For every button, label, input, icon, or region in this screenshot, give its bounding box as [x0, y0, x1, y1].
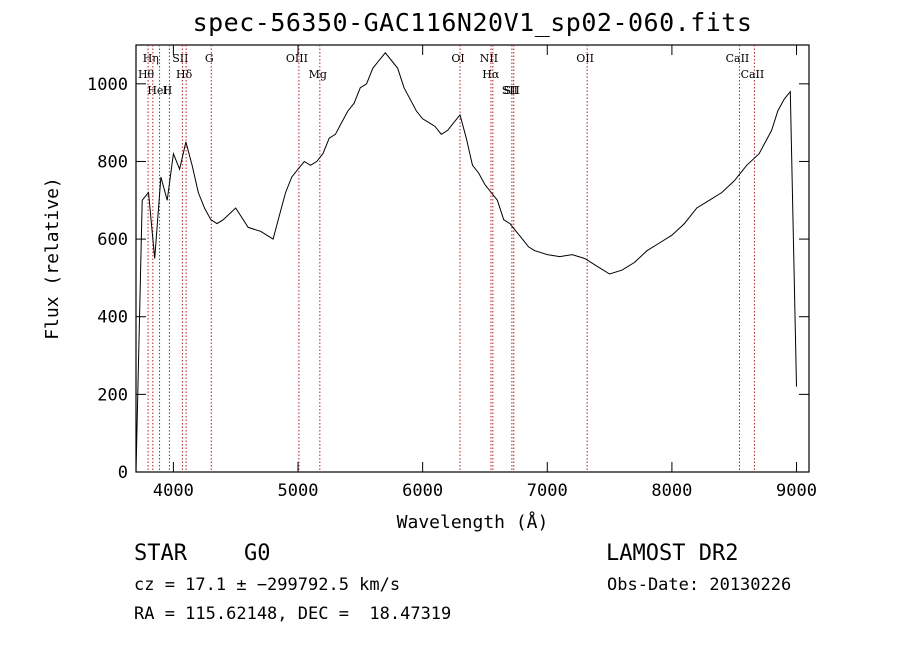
- line-label-6: G: [205, 52, 214, 65]
- line-label-13: SII: [504, 84, 520, 97]
- x-tick-label-3: 7000: [527, 481, 568, 501]
- obs-date-label: Obs-Date: 20130226: [607, 575, 792, 595]
- line-label-4: SII: [172, 52, 188, 65]
- y-tick-label-1: 200: [97, 385, 128, 405]
- line-label-5: Hδ: [176, 68, 193, 81]
- x-tick-label-5: 9000: [776, 481, 817, 501]
- line-label-7: OIII: [286, 52, 308, 65]
- y-tick-label-3: 600: [97, 230, 128, 250]
- x-tick-label-2: 6000: [402, 481, 443, 501]
- line-label-10: NII: [480, 52, 498, 65]
- x-axis-label: Wavelength (Å): [397, 511, 549, 533]
- line-label-3: H: [163, 84, 173, 97]
- spectrum-line: [135, 52, 797, 473]
- y-axis-label: Flux (relative): [42, 177, 63, 340]
- chart-title: spec-56350-GAC116N20V1_sp02-060.fits: [192, 8, 753, 37]
- line-label-1: Hθ: [138, 68, 155, 81]
- y-tick-label-2: 400: [97, 308, 128, 328]
- y-tick-label-0: 0: [118, 463, 128, 483]
- survey-label: LAMOST DR2: [606, 541, 739, 566]
- redshift-label: cz = 17.1 ± −299792.5 km/s: [134, 575, 401, 595]
- line-label-11: Hα: [482, 68, 500, 81]
- class-label: STAR: [134, 541, 187, 566]
- radec-label: RA = 115.62148, DEC = 18.47319: [134, 604, 452, 624]
- line-label-2: HeI: [147, 84, 167, 97]
- line-label-9: OI: [451, 52, 464, 65]
- line-label-0: Hη: [143, 52, 159, 65]
- y-tick-label-4: 800: [97, 152, 128, 172]
- x-tick-label-4: 8000: [651, 481, 692, 501]
- plot-frame: [135, 44, 810, 473]
- x-tick-label-1: 5000: [278, 481, 319, 501]
- x-tick-label-0: 4000: [153, 481, 194, 501]
- line-label-16: CaII: [741, 68, 765, 81]
- subclass-label: G0: [244, 541, 271, 566]
- line-label-14: OII: [576, 52, 594, 65]
- y-tick-label-5: 1000: [87, 75, 128, 95]
- line-label-15: CaII: [726, 52, 750, 65]
- line-label-8: Mg: [309, 68, 327, 81]
